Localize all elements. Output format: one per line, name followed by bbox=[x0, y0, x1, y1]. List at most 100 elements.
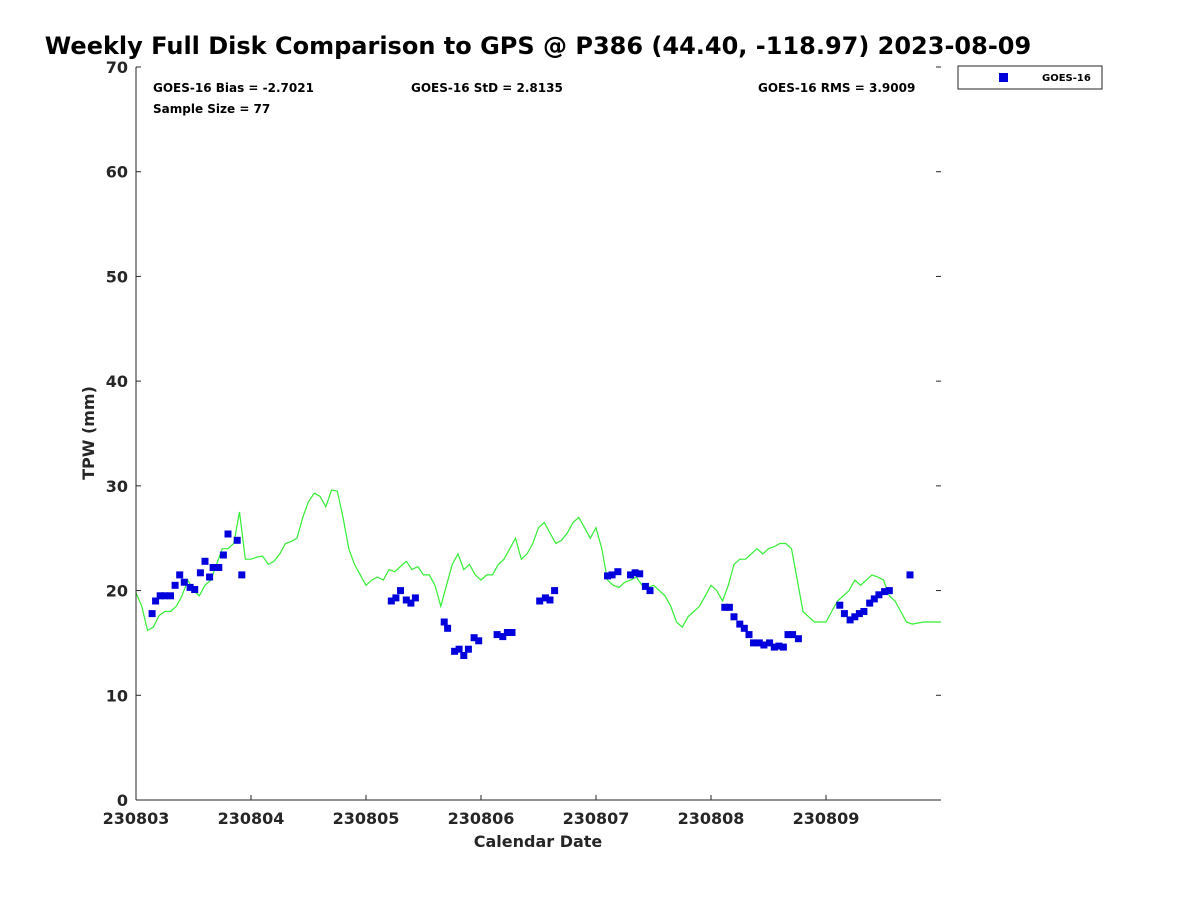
goes16-point bbox=[475, 637, 483, 645]
x-tick-label: 230803 bbox=[103, 809, 170, 828]
x-tick-label: 230807 bbox=[563, 809, 630, 828]
y-axis-ticks: 0 10 20 30 40 50 60 70 bbox=[106, 58, 941, 810]
goes16-point bbox=[760, 641, 768, 649]
goes16-point bbox=[180, 578, 188, 586]
goes16-point bbox=[219, 551, 227, 559]
x-tick-label: 230805 bbox=[333, 809, 400, 828]
goes16-point bbox=[161, 592, 169, 600]
goes16-point bbox=[536, 597, 544, 605]
goes16-point bbox=[740, 624, 748, 632]
goes16-point bbox=[196, 569, 204, 577]
goes16-point bbox=[721, 603, 729, 611]
goes16-point bbox=[186, 583, 194, 591]
plot-background bbox=[136, 67, 941, 800]
goes16-point bbox=[784, 631, 792, 639]
goes16-point bbox=[493, 631, 501, 639]
goes16-point bbox=[171, 581, 179, 589]
rms-stat: GOES-16 RMS = 3.9009 bbox=[758, 81, 915, 95]
goes16-point bbox=[881, 588, 889, 596]
y-tick-label: 50 bbox=[106, 267, 128, 286]
goes16-point bbox=[846, 616, 854, 624]
goes16-point bbox=[176, 571, 184, 579]
goes16-point bbox=[152, 597, 160, 605]
legend-label-goes16: GOES-16 bbox=[1042, 73, 1091, 84]
goes16-point bbox=[736, 620, 744, 628]
goes16-point bbox=[840, 610, 848, 618]
goes16-point bbox=[755, 639, 763, 647]
goes16-point bbox=[201, 557, 209, 565]
goes16-point bbox=[387, 597, 395, 605]
goes16-point bbox=[627, 571, 634, 579]
goes16-point bbox=[730, 613, 738, 621]
goes16-point bbox=[444, 624, 452, 632]
goes16-point bbox=[508, 629, 516, 636]
goes16-point bbox=[866, 599, 874, 607]
x-axis-ticks: 230803 230804 230805 230806 230807 230808 2308… bbox=[103, 795, 860, 828]
goes16-point bbox=[750, 639, 757, 647]
legend-box bbox=[957, 65, 1103, 90]
goes16-point bbox=[608, 571, 616, 579]
goes16-point bbox=[860, 608, 868, 615]
goes16-point bbox=[789, 631, 797, 639]
goes16-point bbox=[725, 603, 733, 611]
chart-title: Weekly Full Disk Comparison to GPS @ P38… bbox=[45, 32, 1031, 60]
y-tick-label: 20 bbox=[106, 582, 128, 601]
goes16-point bbox=[148, 610, 156, 618]
goes16-point bbox=[875, 591, 883, 599]
std-stat: GOES-16 StD = 2.8135 bbox=[411, 81, 563, 95]
plot-area bbox=[135, 67, 941, 801]
goes16-point bbox=[209, 564, 217, 571]
goes16-point bbox=[836, 601, 844, 609]
goes16-point bbox=[870, 595, 878, 603]
goes16-point bbox=[156, 592, 164, 600]
goes16-point bbox=[641, 582, 649, 590]
goes16-point bbox=[233, 536, 241, 544]
goes16-point bbox=[499, 633, 507, 641]
bias-stat: GOES-16 Bias = -2.7021 bbox=[153, 81, 314, 95]
goes16-point bbox=[631, 569, 639, 577]
goes16-point bbox=[411, 594, 419, 602]
goes16-point bbox=[766, 639, 774, 647]
goes16-point bbox=[885, 587, 893, 595]
x-tick-label: 230809 bbox=[793, 809, 860, 828]
legend-marker-goes16 bbox=[999, 73, 1008, 82]
legend: GOES-16 bbox=[957, 65, 1103, 90]
goes16-point bbox=[770, 643, 778, 651]
goes16-point bbox=[855, 610, 863, 618]
goes16-point bbox=[464, 645, 472, 653]
goes16-point bbox=[546, 596, 554, 604]
goes16-point bbox=[397, 587, 404, 595]
goes16-point bbox=[451, 647, 459, 655]
goes16-point bbox=[215, 564, 223, 571]
goes16-point bbox=[460, 652, 468, 659]
x-tick-label: 230804 bbox=[218, 809, 285, 828]
goes16-point bbox=[503, 629, 511, 636]
goes16-point bbox=[238, 571, 246, 579]
y-tick-label: 70 bbox=[106, 58, 128, 77]
sample-size-stat: Sample Size = 77 bbox=[153, 102, 270, 116]
goes16-point bbox=[604, 572, 611, 580]
goes16-point bbox=[392, 594, 400, 602]
goes16-point bbox=[851, 613, 859, 621]
goes16-point bbox=[407, 599, 415, 607]
goes16-point bbox=[167, 592, 174, 600]
goes16-point bbox=[470, 634, 478, 642]
goes16-point bbox=[646, 587, 654, 595]
y-tick-label: 30 bbox=[106, 477, 128, 496]
goes16-point bbox=[614, 568, 622, 576]
goes16-point bbox=[775, 642, 783, 650]
goes16-point bbox=[440, 618, 448, 626]
goes16-point bbox=[794, 635, 802, 643]
goes16-point bbox=[224, 530, 232, 538]
goes16-point bbox=[906, 571, 914, 579]
gps-line bbox=[135, 489, 941, 632]
goes16-point bbox=[402, 596, 410, 604]
goes16-point bbox=[455, 645, 463, 653]
y-tick-label: 10 bbox=[106, 686, 128, 705]
y-tick-label: 60 bbox=[106, 163, 128, 182]
goes16-point bbox=[636, 570, 644, 578]
y-tick-label: 40 bbox=[106, 372, 128, 391]
goes16-point bbox=[206, 573, 214, 581]
goes16-point bbox=[551, 587, 559, 595]
